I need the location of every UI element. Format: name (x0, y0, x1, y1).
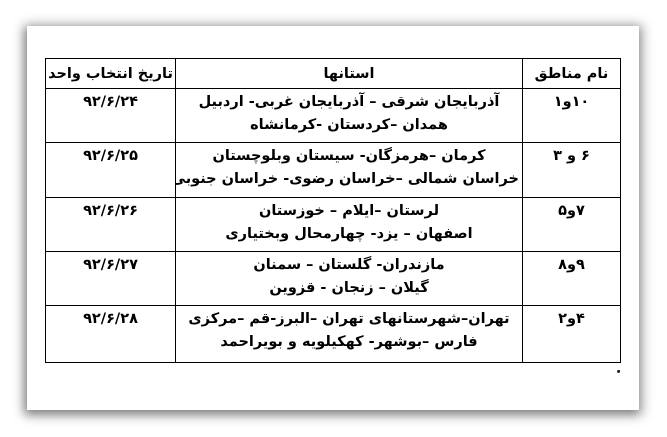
provinces-line-1: تهران–شهرستانهای تهران –البرز-قم –مرکزی (188, 311, 510, 327)
regions-schedule-table: نام مناطق استانها تاریخ انتخاب واحد ۱۰و۱… (45, 58, 621, 363)
region-numbers-cell: ۶ و ۳ (522, 142, 621, 198)
region-numbers-cell: ۹و۸ (522, 251, 621, 306)
date-cell: ۹۲/۶/۲۵ (45, 142, 176, 198)
provinces-cell: آذربایجان شرقی – آذربایجان غربی- اردبیل … (175, 88, 523, 143)
region-numbers-cell: ۴و۲ (522, 305, 621, 363)
table-row: ۹و۸ مازندران- گلستان – سمنان گیلان – زنج… (45, 251, 621, 306)
table-row: ۴و۲ تهران–شهرستانهای تهران –البرز-قم –مر… (45, 305, 621, 363)
provinces-line-2: فارس –بوشهر- کهکیلویه و بویراحمد (220, 334, 478, 350)
provinces-cell: کرمان –هرمزگان- سیستان وبلوچستان خراسان … (175, 142, 523, 198)
stray-ink-dot (617, 370, 620, 373)
provinces-line-1: کرمان –هرمزگان- سیستان وبلوچستان (212, 148, 486, 164)
region-numbers-cell: ۷و۵ (522, 197, 621, 252)
date-cell: ۹۲/۶/۲۸ (45, 305, 176, 363)
document-page: نام مناطق استانها تاریخ انتخاب واحد ۱۰و۱… (27, 26, 639, 410)
provinces-cell: لرستان –ایلام – خوزستان اصفهان – یزد- چه… (175, 197, 523, 252)
provinces-line-2: گیلان – زنجان - قزوین (269, 280, 429, 296)
provinces-line-1: آذربایجان شرقی – آذربایجان غربی- اردبیل (198, 94, 500, 110)
header-region-names: نام مناطق (522, 58, 621, 89)
table-row: ۷و۵ لرستان –ایلام – خوزستان اصفهان – یزد… (45, 197, 621, 252)
provinces-cell: مازندران- گلستان – سمنان گیلان – زنجان -… (175, 251, 523, 306)
provinces-line-1: مازندران- گلستان – سمنان (253, 257, 445, 273)
provinces-line-2: خراسان شمالی –خراسان رضوی- خراسان جنوبی (175, 171, 520, 187)
header-unit-selection-date: تاریخ انتخاب واحد (45, 58, 176, 89)
date-cell: ۹۲/۶/۲۴ (45, 88, 176, 143)
provinces-line-2: همدان –کردستان -کرمانشاه (250, 117, 448, 133)
header-provinces: استانها (175, 58, 523, 89)
provinces-line-2: اصفهان – یزد- چهارمحال وبختیاری (225, 226, 473, 242)
table-row: ۱۰و۱ آذربایجان شرقی – آذربایجان غربی- ار… (45, 88, 621, 143)
provinces-cell: تهران–شهرستانهای تهران –البرز-قم –مرکزی … (175, 305, 523, 363)
table-header-row: نام مناطق استانها تاریخ انتخاب واحد (45, 58, 621, 89)
date-cell: ۹۲/۶/۲۷ (45, 251, 176, 306)
table-row: ۶ و ۳ کرمان –هرمزگان- سیستان وبلوچستان خ… (45, 142, 621, 198)
provinces-line-1: لرستان –ایلام – خوزستان (258, 203, 440, 219)
region-numbers-cell: ۱۰و۱ (522, 88, 621, 143)
date-cell: ۹۲/۶/۲۶ (45, 197, 176, 252)
